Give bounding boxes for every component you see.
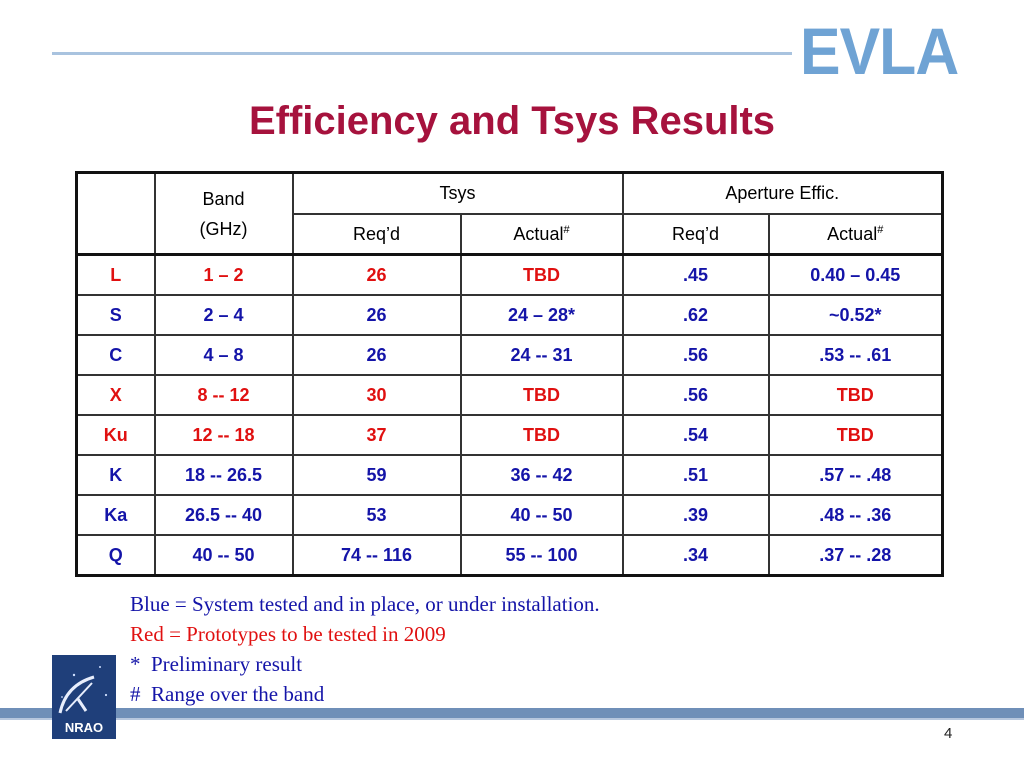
eff-actual-cell: .37 -- .28 [767, 534, 944, 577]
eff-actual-cell: TBD [767, 414, 944, 456]
footer-band-thin [0, 718, 1024, 720]
table-row: Q 40 -- 50 74 -- 116 55 -- 100 .34 .37 -… [75, 534, 944, 577]
table-body: L 1 – 2 26 TBD .45 0.40 – 0.45 S 2 – 4 2… [75, 253, 944, 577]
header-blank-cell [75, 171, 156, 256]
band-name-cell: C [75, 334, 156, 376]
table-header: Band (GHz) Tsys Aperture Effic. Req’d Ac… [75, 171, 944, 256]
header-band-label: Band [202, 188, 245, 209]
table-row: K 18 -- 26.5 59 36 -- 42 .51 .57 -- .48 [75, 454, 944, 496]
eff-reqd-cell: .45 [621, 253, 770, 296]
eff-actual-cell: ~0.52* [767, 294, 944, 336]
header-tsys-actual-mark: # [563, 223, 570, 236]
eff-reqd-cell: .62 [621, 294, 770, 336]
tsys-reqd-cell: 59 [291, 454, 462, 496]
nrao-logo-text: NRAO [65, 720, 103, 735]
tsys-reqd-cell: 26 [291, 253, 462, 296]
header-band: Band (GHz) [153, 171, 294, 256]
band-name-cell: Q [75, 534, 156, 577]
eff-actual-cell: .48 -- .36 [767, 494, 944, 536]
tsys-reqd-cell: 26 [291, 294, 462, 336]
footer-band [0, 708, 1024, 718]
results-table: Band (GHz) Tsys Aperture Effic. Req’d Ac… [75, 171, 945, 577]
eff-reqd-cell: .39 [621, 494, 770, 536]
tsys-reqd-cell: 37 [291, 414, 462, 456]
header-tsys-actual-label: Actual [513, 223, 564, 244]
band-name-cell: X [75, 374, 156, 416]
evla-logo: EVLA [800, 14, 959, 88]
band-name-cell: Ku [75, 414, 156, 456]
tsys-reqd-cell: 53 [291, 494, 462, 536]
eff-actual-cell: TBD [767, 374, 944, 416]
legend-star-line: * Preliminary result [130, 652, 303, 676]
tsys-reqd-cell: 74 -- 116 [291, 534, 462, 577]
tsys-reqd-cell: 26 [291, 334, 462, 376]
table-row: S 2 – 4 26 24 – 28* .62 ~0.52* [75, 294, 944, 336]
tsys-actual-cell: 24 – 28* [459, 294, 624, 336]
header-eff-actual-mark: # [877, 223, 884, 236]
tsys-actual-cell: 40 -- 50 [459, 494, 624, 536]
eff-reqd-cell: .51 [621, 454, 770, 496]
header-eff-reqd: Req’d [621, 213, 770, 256]
eff-actual-cell: .57 -- .48 [767, 454, 944, 496]
band-range-cell: 26.5 -- 40 [153, 494, 294, 536]
legend-blue-line: Blue = System tested and in place, or un… [130, 592, 600, 616]
eff-reqd-cell: .34 [621, 534, 770, 577]
tsys-actual-cell: TBD [459, 374, 624, 416]
band-name-cell: Ka [75, 494, 156, 536]
header-aperture: Aperture Effic. [621, 171, 944, 215]
table-row: X 8 -- 12 30 TBD .56 TBD [75, 374, 944, 416]
header-row-sub: Req’d Actual# Req’d Actual# [77, 213, 944, 256]
table-row: C 4 – 8 26 24 -- 31 .56 .53 -- .61 [75, 334, 944, 376]
tsys-actual-cell: 36 -- 42 [459, 454, 624, 496]
band-range-cell: 8 -- 12 [153, 374, 294, 416]
band-name-cell: K [75, 454, 156, 496]
band-name-cell: L [75, 253, 156, 296]
band-range-cell: 18 -- 26.5 [153, 454, 294, 496]
band-name-cell: S [75, 294, 156, 336]
tsys-actual-cell: TBD [459, 414, 624, 456]
table-row: Ka 26.5 -- 40 53 40 -- 50 .39 .48 -- .36 [75, 494, 944, 536]
page-title: Efficiency and Tsys Results [248, 99, 776, 143]
band-range-cell: 4 – 8 [153, 334, 294, 376]
legend-hash-line: # Range over the band [130, 682, 325, 706]
header-tsys-actual: Actual# [459, 213, 624, 256]
legend-red-line: Red = Prototypes to be tested in 2009 [130, 622, 446, 646]
eff-reqd-cell: .56 [621, 374, 770, 416]
header-band-unit: (GHz) [199, 218, 248, 239]
header-tsys-reqd: Req’d [291, 213, 462, 256]
eff-actual-cell: 0.40 – 0.45 [767, 253, 944, 296]
tsys-reqd-cell: 30 [291, 374, 462, 416]
header-row-top: Band (GHz) Tsys Aperture Effic. [75, 171, 944, 256]
page-number: 4 [944, 725, 953, 742]
nrao-logo: NRAO [52, 655, 116, 739]
table-row: L 1 – 2 26 TBD .45 0.40 – 0.45 [75, 253, 944, 296]
band-range-cell: 12 -- 18 [153, 414, 294, 456]
tsys-actual-cell: 55 -- 100 [459, 534, 624, 577]
header-rule [52, 52, 792, 55]
band-range-cell: 2 – 4 [153, 294, 294, 336]
eff-reqd-cell: .56 [621, 334, 770, 376]
eff-reqd-cell: .54 [621, 414, 770, 456]
eff-actual-cell: .53 -- .61 [767, 334, 944, 376]
header-tsys: Tsys [291, 171, 624, 215]
band-range-cell: 1 – 2 [153, 253, 294, 296]
band-range-cell: 40 -- 50 [153, 534, 294, 577]
tsys-actual-cell: TBD [459, 253, 624, 296]
tsys-actual-cell: 24 -- 31 [459, 334, 624, 376]
table-row: Ku 12 -- 18 37 TBD .54 TBD [75, 414, 944, 456]
legend: Blue = System tested and in place, or un… [130, 589, 600, 709]
header-eff-actual: Actual# [767, 213, 944, 256]
header-eff-actual-label: Actual [827, 223, 878, 244]
